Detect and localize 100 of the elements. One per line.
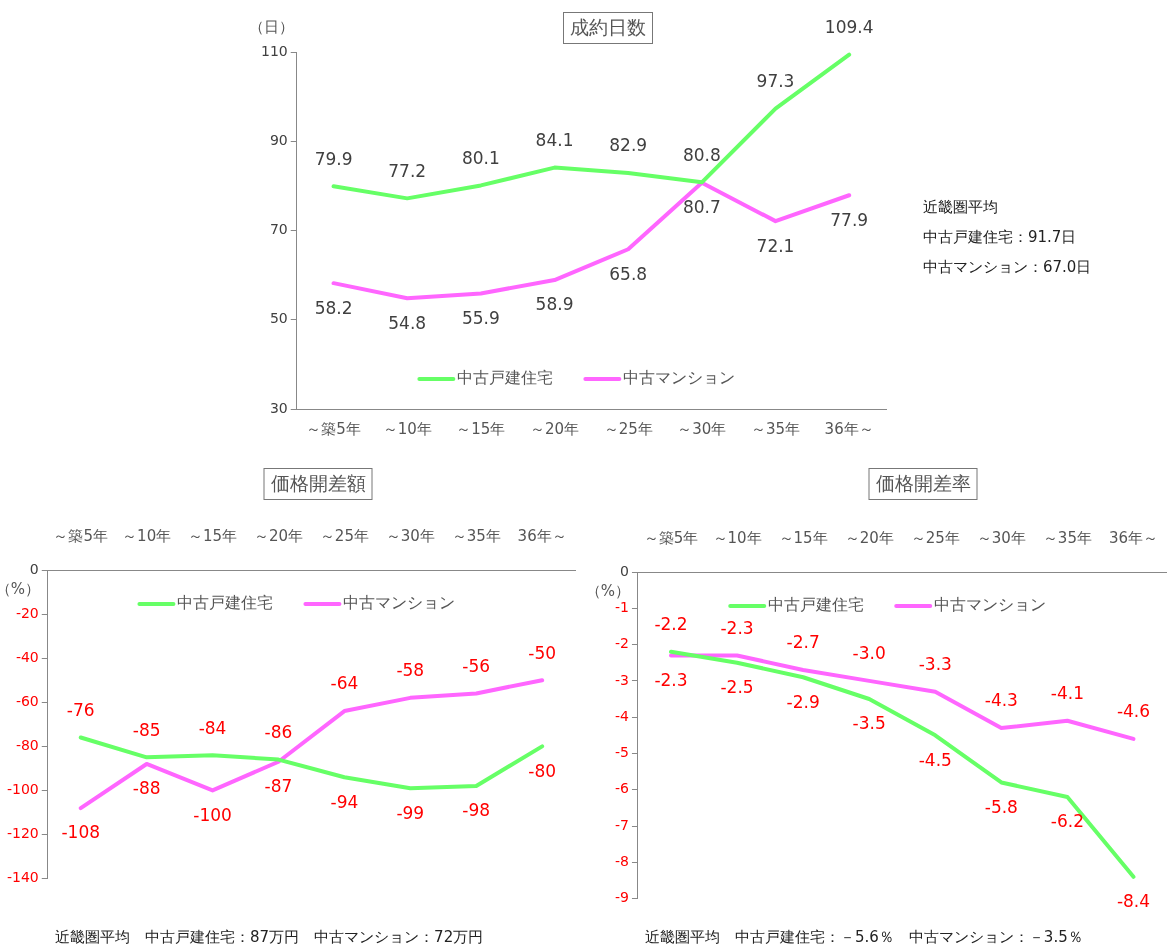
y-tick-label: -3 [614,671,629,688]
y-tick-label: -60 [15,692,39,709]
data-label: 58.9 [535,294,574,315]
data-label: -5.8 [984,796,1018,817]
text: 近畿圏平均 [923,197,998,218]
data-label: 58.2 [314,297,353,318]
data-label: -100 [193,804,232,825]
data-label: -2.7 [786,632,820,653]
x-tick-label: ～30年 [677,419,727,438]
data-label: -85 [132,719,161,740]
data-label: -87 [264,776,293,797]
y-tick-label: 70 [269,221,288,238]
data-label: -80 [528,760,557,781]
data-label: -58 [396,660,425,681]
data-label: 77.9 [830,209,869,230]
data-label: 84.1 [535,130,574,150]
legend-label: 中古戸建住宅 [768,595,865,615]
y-tick-label: -40 [15,648,39,665]
y-tick-label: -6 [614,780,630,797]
data-label: -50 [528,642,557,663]
data-label: -76 [66,699,95,720]
y-axis-title: （%） [0,579,40,598]
legend-label: 中古マンション [343,593,456,613]
data-label: -99 [396,802,425,823]
y-tick-label: -4 [614,707,630,724]
x-tick-label: ～築5年 [643,528,699,547]
y-tick-label: -7 [614,816,629,833]
y-tick-label: -2 [614,635,629,652]
chart-title: 成約日数 [563,12,653,44]
data-label: 72.1 [756,235,795,256]
chart-title: 価格開差率 [868,468,978,500]
text: 近畿圏平均 中古戸建住宅：－5.6％ 中古マンション：－3.5％ [645,927,1083,945]
data-label: -56 [462,655,491,676]
legend-label: 中古戸建住宅 [457,368,554,388]
data-label: 80.1 [461,147,500,168]
x-tick-label: ～35年 [750,419,801,438]
y-tick-label: 50 [269,310,288,327]
data-label: 54.8 [388,312,427,333]
legend-label: 中古戸建住宅 [177,593,274,613]
data-label: -3.0 [852,643,886,664]
y-tick-label: 0 [29,560,39,577]
x-tick-label: 36年～ [1108,528,1158,547]
x-tick-label: 36年～ [824,419,874,438]
x-tick-label: ～20年 [529,419,580,438]
x-tick-label: ～15年 [778,528,828,547]
x-tick-label: ～15年 [188,526,238,545]
x-tick-label: ～築5年 [53,526,108,545]
data-label: -3.5 [852,713,886,734]
y-tick-label: -8 [614,852,629,869]
x-tick-label: ～25年 [910,528,960,547]
data-label: 97.3 [756,71,795,92]
legend-label: 中古マンション [934,595,1047,615]
data-label: 55.9 [461,307,500,328]
data-label: -4.6 [1116,701,1151,722]
x-tick-label: ～10年 [382,419,432,438]
y-tick-label: -80 [15,736,39,753]
data-label: -4.5 [918,749,952,770]
data-label: 65.8 [609,263,648,284]
data-label: -64 [330,673,359,694]
data-label: -2.3 [654,669,688,690]
data-label: -2.3 [720,617,754,638]
data-label: 82.9 [609,135,648,156]
data-label: -94 [330,791,359,812]
x-tick-label: ～10年 [122,526,172,545]
x-tick-label: ～築5年 [306,419,361,438]
data-label: 109.4 [824,17,874,38]
x-tick-label: ～30年 [385,526,435,545]
data-label: 77.2 [388,160,427,181]
y-tick-label: -1 [614,598,629,615]
y-tick-label: 0 [620,562,629,579]
chart-title: 価格開差額 [263,468,373,500]
y-tick-label: -140 [6,869,39,886]
data-label: -2.5 [720,677,754,698]
data-label: -98 [462,800,491,821]
data-label: -2.9 [786,691,820,712]
data-label: -4.3 [984,690,1018,711]
text: 中古戸建住宅：91.7日 [923,227,1077,248]
y-tick-label: -120 [6,825,39,842]
y-axis-title: （%） [585,581,631,600]
data-label: -108 [61,822,101,843]
data-label: -84 [198,717,227,738]
data-label: -88 [132,778,161,799]
data-label: -8.4 [1116,891,1151,912]
x-tick-label: ～25年 [319,526,369,545]
data-label: 80.7 [682,197,721,218]
data-label: -4.1 [1050,683,1084,704]
text: 中古マンション：67.0日 [923,257,1092,278]
y-tick-label: 110 [260,42,288,59]
data-label: -6.2 [1050,811,1084,832]
x-tick-label: ～15年 [456,419,506,438]
text: 近畿圏平均 中古戸建住宅：87万円 中古マンション：72万円 [55,927,484,945]
y-tick-label: -100 [6,781,39,798]
data-label: -3.3 [918,654,952,675]
y-axis-title: （日） [249,17,295,36]
x-tick-label: ～20年 [253,526,304,545]
data-label: -86 [264,721,293,742]
x-tick-label: ～20年 [844,528,894,547]
x-tick-label: ～30年 [976,528,1026,547]
y-tick-label: -5 [614,744,629,761]
data-label: -2.2 [654,614,688,635]
